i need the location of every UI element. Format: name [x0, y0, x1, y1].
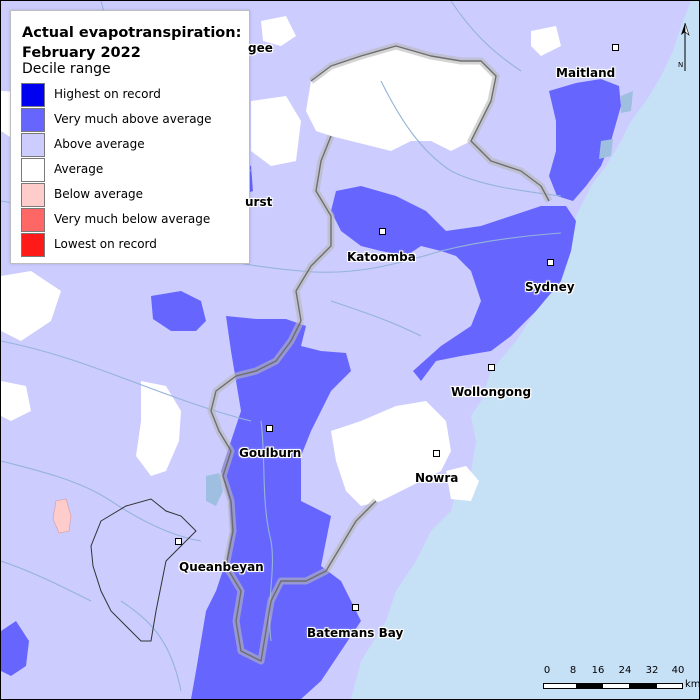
scale-segment-1	[543, 683, 577, 689]
legend-item: Very much below average	[21, 208, 247, 232]
town-label: Sydney	[525, 280, 575, 294]
town-label: Queanbeyan	[179, 560, 264, 574]
legend-label: Average	[54, 162, 104, 176]
scale-bar: 0 8 16 24 32 40 km	[539, 665, 699, 697]
town-marker	[433, 450, 440, 457]
legend-swatch	[21, 208, 45, 232]
town-marker	[612, 44, 619, 51]
scale-segment-5	[656, 683, 683, 689]
legend-item: Average	[21, 158, 247, 182]
town-marker	[175, 538, 182, 545]
town-label-bathurst-fragment: urst	[245, 195, 273, 209]
below-average-areas	[52, 498, 72, 534]
legend-swatch	[21, 158, 45, 182]
town-label-mudgee-fragment: gee	[248, 41, 273, 55]
town-marker	[379, 228, 386, 235]
scale-segment-2	[576, 683, 603, 689]
town-marker	[488, 364, 495, 371]
legend-item: Below average	[21, 183, 247, 207]
legend-item: Lowest on record	[21, 233, 247, 257]
legend: Actual evapotranspiration: February 2022…	[10, 10, 250, 264]
north-arrow-icon: N	[678, 22, 690, 71]
legend-label: Lowest on record	[54, 237, 157, 251]
act-border	[90, 498, 197, 642]
ocean	[351, 1, 699, 699]
legend-label: Very much below average	[54, 212, 211, 226]
scale-tick: 0	[543, 665, 551, 676]
legend-subtitle: Decile range	[22, 61, 111, 77]
legend-label: Very much above average	[54, 112, 212, 126]
scale-segment-4	[629, 683, 657, 689]
town-marker	[266, 425, 273, 432]
town-label: Goulburn	[239, 446, 302, 460]
scale-tick: 16	[591, 665, 605, 676]
scale-tick: 40	[671, 665, 685, 676]
legend-swatch	[21, 233, 45, 257]
legend-item: Above average	[21, 133, 247, 157]
town-marker	[352, 604, 359, 611]
average-areas	[1, 16, 561, 506]
scale-segment-3	[602, 683, 630, 689]
legend-label: Highest on record	[54, 87, 161, 101]
catchment-outline	[207, 42, 553, 665]
town-label: Katoomba	[347, 250, 416, 264]
scale-tick: 24	[618, 665, 632, 676]
legend-swatch	[21, 108, 45, 132]
town-marker	[547, 259, 554, 266]
scale-tick: 32	[645, 665, 659, 676]
legend-swatch	[21, 183, 45, 207]
legend-swatch	[21, 133, 45, 157]
town-label: Wollongong	[451, 385, 532, 399]
legend-item: Highest on record	[21, 83, 247, 107]
north-arrow-label: N	[678, 61, 683, 69]
legend-item: Very much above average	[21, 108, 247, 132]
town-label: Maitland	[556, 66, 616, 80]
town-label: Batemans Bay	[307, 626, 404, 640]
legend-label: Above average	[54, 137, 145, 151]
legend-label: Below average	[54, 187, 144, 201]
legend-title: Actual evapotranspiration: February 2022	[22, 25, 242, 61]
scale-unit: km	[685, 679, 700, 690]
very-much-above-areas	[1, 79, 621, 699]
town-label: Nowra	[415, 471, 459, 485]
inland-water	[206, 91, 633, 506]
scale-tick: 8	[569, 665, 577, 676]
legend-swatch	[21, 83, 45, 107]
